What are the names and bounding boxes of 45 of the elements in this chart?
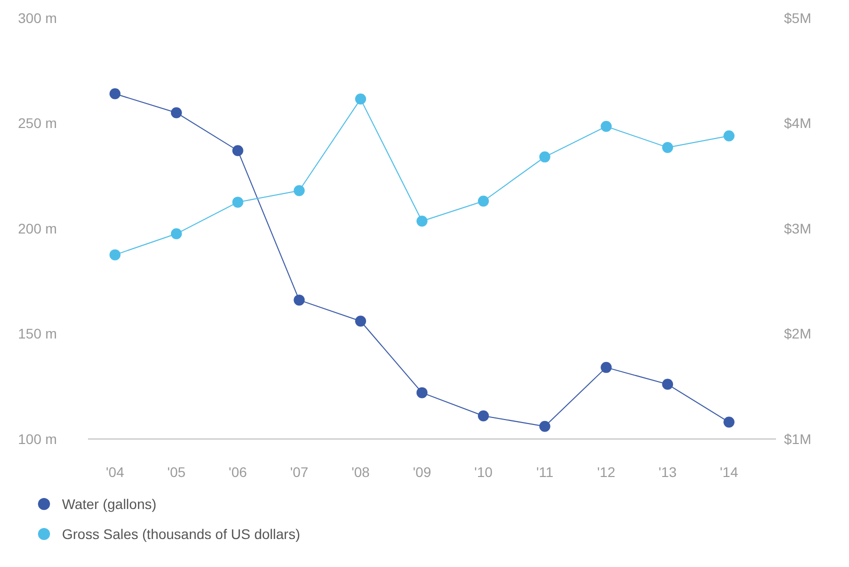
point <box>416 216 428 227</box>
y-tick-label: 300 m <box>18 10 57 26</box>
y2-tick-label: $1M <box>784 430 812 447</box>
point <box>724 416 734 428</box>
y2-tick-label: $4M <box>784 115 812 132</box>
point <box>724 130 734 142</box>
x-tick-label: '14 <box>720 464 738 480</box>
x-tick-label: '10 <box>474 464 493 480</box>
legend-label: Water (gallons) <box>62 495 156 514</box>
point <box>355 94 366 105</box>
point <box>478 410 489 422</box>
point <box>110 249 120 260</box>
point <box>539 151 550 162</box>
legend-label: Gross Sales (thousands of US dollars) <box>62 525 300 544</box>
y2-tick-label: $3M <box>784 220 812 236</box>
point <box>416 387 428 398</box>
x-tick-label: '04 <box>106 464 124 480</box>
point <box>478 196 489 207</box>
y-tick-label: 100 m <box>18 430 57 447</box>
x-tick-label: '08 <box>351 464 370 480</box>
point <box>662 142 674 153</box>
point <box>110 88 120 100</box>
x-tick-label: '05 <box>167 464 186 480</box>
point <box>600 362 612 373</box>
point <box>662 378 674 390</box>
x-tick-label: '13 <box>658 464 677 480</box>
point <box>170 228 182 240</box>
y-tick-label: 200 m <box>18 220 57 236</box>
y2-tick-label: $2M <box>784 326 812 342</box>
point <box>232 145 244 156</box>
y-tick-label: 250 m <box>18 115 57 132</box>
point <box>600 120 612 132</box>
x-tick-label: '12 <box>597 464 616 480</box>
y-tick-label: 150 m <box>18 326 57 342</box>
y2-tick-label: $5M <box>784 10 812 26</box>
point <box>539 420 550 432</box>
point <box>355 316 366 327</box>
point <box>294 294 305 306</box>
x-tick-label: '09 <box>412 464 432 480</box>
x-tick-label: '07 <box>290 464 309 480</box>
point <box>294 185 305 196</box>
x-tick-label: '11 <box>536 464 554 480</box>
x-tick-label: '06 <box>228 464 248 480</box>
point <box>170 107 182 118</box>
point <box>232 196 244 208</box>
